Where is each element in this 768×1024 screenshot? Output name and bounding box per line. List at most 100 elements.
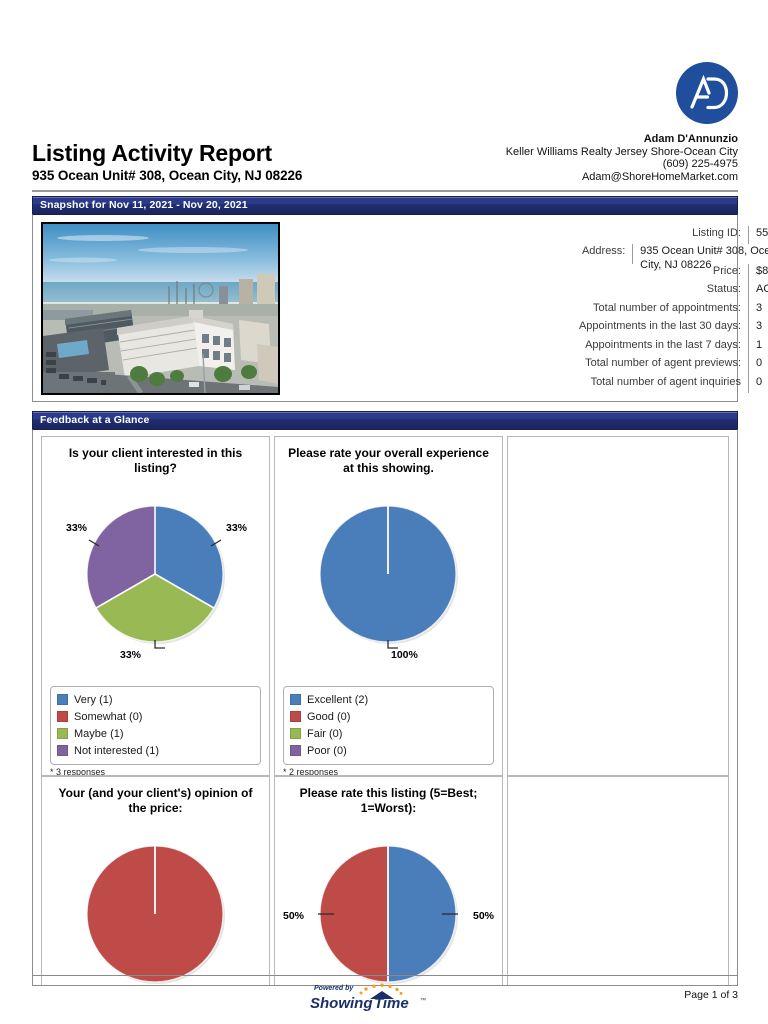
chart-card-price-opinion: Your (and your client's) opinion of the … [41,776,270,985]
chart-card-placeholder [507,436,729,776]
feedback-panel: Feedback at a Glance Is your client inte… [32,411,738,986]
column-divider [748,356,749,375]
chart-card-interest: Is your client interested in this listin… [41,436,270,776]
row-value: ACTIVE [756,283,768,296]
svg-text:™: ™ [420,997,426,1004]
column-divider [748,300,749,320]
table-row: Price: $899,900 [286,263,768,283]
table-row: Total number of agent inquiries 0 [286,374,768,394]
svg-text:Powered by: Powered by [314,985,354,992]
row-value: 3 [756,320,763,333]
legend-label: Not interested (1) [74,744,159,757]
pie-percent-label: 33% [66,522,88,534]
column-divider [748,374,749,394]
pie-chart-price-opinion [48,822,263,985]
legend-item: Very (1) [57,691,254,708]
legend-label: Maybe (1) [74,727,124,740]
legend-item: Somewhat (0) [57,708,254,725]
snapshot-panel: Snapshot for Nov 11, 2021 - Nov 20, 2021 [32,196,768,402]
row-label: Total number of appointments: [593,301,741,314]
column-divider [748,226,749,245]
legend-item: Fair (0) [290,725,487,742]
legend-label: Very (1) [74,693,113,706]
row-label: Appointments in the last 7 days: [585,338,741,351]
row-label: Appointments in the last 30 days: [578,320,741,333]
responses-note: * 2 responses [283,767,339,776]
snapshot-panel-body: Listing ID: 557374 Address: 935 Ocean Un… [32,214,768,402]
row-label: Price: [712,264,741,277]
column-divider [748,337,749,357]
chart-legend: Very (1) Somewhat (0) Maybe (1) Not [50,686,261,765]
table-row: Status: ACTIVE [286,282,768,301]
row-value: 0 [756,357,763,370]
row-label: Listing ID: [692,227,741,239]
column-divider [632,244,634,264]
chart-card-experience: Please rate your overall experience at t… [274,436,503,776]
row-label: Address: [581,245,626,258]
legend-item: Good (0) [290,708,487,725]
agent-logo [676,62,738,124]
row-value: 3 [756,301,763,314]
chart-title: Please rate this listing (5=Best; 1=Wors… [299,786,478,815]
pie-percent-label: 50% [472,910,494,922]
chart-card-placeholder [507,776,729,985]
row-value: 1 [756,338,763,351]
table-row: Address: 935 Ocean Unit# 308, Ocean City… [286,244,768,271]
agent-email: Adam@ShoreHomeMarket.com [581,170,738,183]
report-footer: Powered by Showing Time ™ Page 1 of 3 [32,980,738,1020]
feedback-panel-body: Is your client interested in this listin… [32,429,738,986]
responses-note: * 3 responses [50,767,106,776]
agent-company: Keller Williams Realty Jersey Shore-Ocea… [505,145,738,158]
page-title: Listing Activity Report [32,140,272,166]
legend-label: Good (0) [307,710,351,723]
legend-swatch-icon [290,694,301,705]
showingtime-logo: Powered by Showing Time ™ [304,981,434,1015]
chart-legend: Excellent (2) Good (0) Fair (0) Poo [283,686,494,765]
row-label: Total number of agent previews: [585,357,741,370]
row-label: Status: [706,283,741,296]
pie-percent-label: 33% [225,522,247,534]
legend-swatch-icon [57,711,68,722]
feedback-panel-title: Feedback at a Glance [32,411,738,429]
chart-title: Is your client interested in this listin… [68,446,243,475]
legend-item: Poor (0) [290,742,487,759]
table-row: Listing ID: 557374 [286,226,768,245]
table-row: Total number of appointments: 3 [286,300,768,320]
header-divider [32,190,738,192]
listing-photo [41,222,280,395]
agent-contact-block: Adam D'Annunzio Keller Williams Realty J… [506,133,738,183]
snapshot-details-table: Listing ID: 557374 Address: 935 Ocean Un… [286,222,768,394]
table-row: Total number of agent previews: 0 [286,356,768,375]
page-number: Page 1 of 3 [684,989,738,1001]
chart-card-listing-rating: Please rate this listing (5=Best; 1=Wors… [274,776,503,985]
row-value: 0 [756,375,763,388]
row-value: 557374 [756,227,768,239]
pie-percent-label: 50% [283,910,305,922]
chart-title: Please rate your overall experience at t… [288,446,489,475]
legend-swatch-icon [57,694,68,705]
row-value: $899,900 [756,264,768,277]
legend-item: Not interested (1) [57,742,254,759]
column-divider [748,263,749,283]
legend-swatch-icon [290,728,301,739]
legend-label: Somewhat (0) [74,710,143,723]
table-row: Appointments in the last 30 days: 3 [286,319,768,338]
legend-label: Fair (0) [307,727,343,740]
legend-swatch-icon [290,745,301,756]
page-subtitle: 935 Ocean Unit# 308, Ocean City, NJ 0822… [32,168,303,183]
legend-label: Poor (0) [307,744,347,757]
footer-divider [32,975,738,976]
column-divider [748,282,749,301]
legend-label: Excellent (2) [307,693,369,706]
svg-text:Showing: Showing [310,995,373,1012]
row-value: 935 Ocean Unit# 308, Ocean City, NJ 0822… [640,245,768,272]
report-header: Adam D'Annunzio Keller Williams Realty J… [32,62,738,187]
chart-title: Your (and your client's) opinion of the … [58,786,253,815]
svg-text:Time: Time [374,995,409,1012]
legend-item: Excellent (2) [290,691,487,708]
title-block: Listing Activity Report 935 Ocean Unit# … [32,140,303,184]
legend-swatch-icon [57,745,68,756]
logo-circle-ad [676,62,738,124]
pie-percent-label: 33% [120,649,142,661]
